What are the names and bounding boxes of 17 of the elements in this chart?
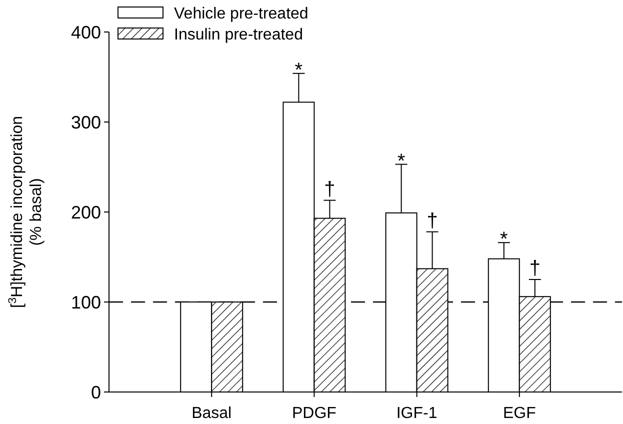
annotation: * [397,150,406,172]
y-tick-label: 300 [70,112,101,132]
y-tick-label: 100 [70,292,101,312]
legend-label: Vehicle pre-treated [174,6,308,23]
x-tick-label: EGF [502,405,536,422]
x-tick-label: PDGF [292,405,337,422]
legend-label: Insulin pre-treated [174,26,303,44]
y-tick-label: 400 [70,22,101,42]
annotation: * [500,228,508,251]
annotation: † [324,178,336,200]
x-tick-label: IGF-1 [396,405,438,422]
y-tick-label: 200 [70,202,101,222]
annotation: * [294,59,303,82]
annotation: † [426,210,438,232]
annotation: † [529,258,540,280]
y-tick-label: 0 [90,382,101,402]
x-tick-label: Basal [192,405,232,422]
